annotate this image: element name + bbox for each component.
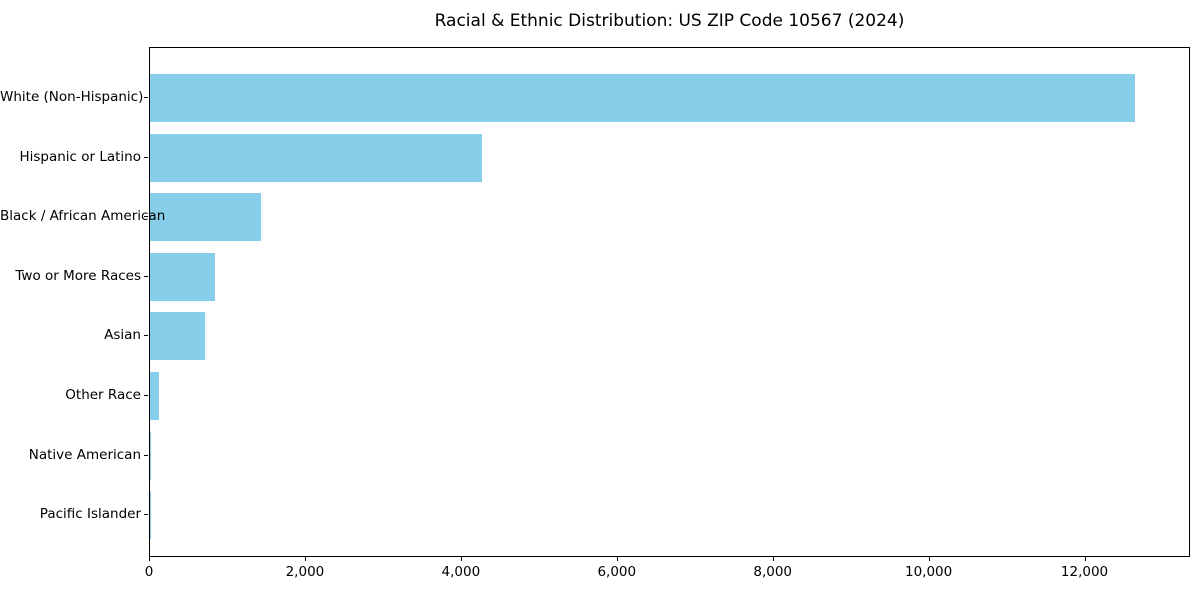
x-tick-6000 [616,557,618,561]
x-tick-label-10000: 10,000 [904,564,953,580]
x-tick-label-12000: 12,000 [1060,564,1109,580]
x-tick-label-6000: 6,000 [597,564,637,580]
bar-black-african-american [150,193,262,242]
y-tick-other-race [144,395,148,396]
y-label-asian: Asian [104,327,141,344]
x-tick-4000 [460,557,462,561]
bar-two-or-more-races [150,252,216,301]
plot-area [149,47,1190,557]
y-tick-native-american [144,454,148,456]
x-tick-8000 [772,557,774,561]
y-label-hispanic-or-latino: Hispanic or Latino [19,148,141,165]
y-tick-hispanic-or-latino [144,156,148,158]
x-tick-label-8000: 8,000 [753,564,793,580]
bar-native-american [150,431,151,480]
bar-hispanic-or-latino [150,133,482,182]
y-tick-pacific-islander [144,514,148,516]
y-tick-two-or-more-races [144,275,148,277]
y-tick-black-african-american [144,216,148,218]
y-label-black-african-american: Black / African American [0,208,166,225]
y-label-other-race: Other Race [65,387,141,403]
x-tick-label-0: 0 [144,564,154,580]
bar-asian [150,312,205,361]
y-label-white-non-hispanic: White (Non-Hispanic) [0,89,144,105]
y-label-native-american: Native American [28,446,141,463]
y-tick-white-non-hispanic [144,97,148,98]
chart-title: Racial & Ethnic Distribution: US ZIP Cod… [434,11,905,31]
x-tick-label-2000: 2,000 [285,564,325,580]
x-tick-0 [149,557,150,561]
x-tick-12000 [1084,557,1086,561]
bar-white-non-hispanic [150,74,1136,122]
y-tick-asian [144,335,148,337]
y-label-pacific-islander: Pacific Islander [39,506,141,523]
x-tick-2000 [304,557,306,561]
x-tick-label-4000: 4,000 [441,564,481,580]
x-tick-10000 [928,557,930,561]
y-label-two-or-more-races: Two or More Races [15,267,141,284]
bar-other-race [150,372,160,420]
